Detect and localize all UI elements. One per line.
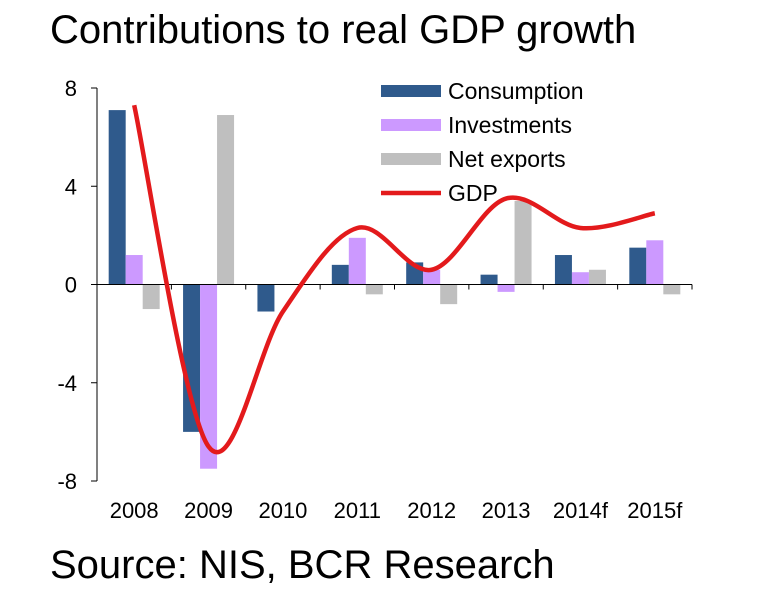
legend-label-net-exports: Net exports xyxy=(448,146,566,172)
ticks-layer: 8 4 0 -4 -8 2008 2009 2010 2011 2012 2013 2014f 2015… xyxy=(57,76,693,523)
y-tick-label: 8 xyxy=(65,76,77,101)
chart-source: Source: NIS, BCR Research xyxy=(50,543,555,587)
bar-investments-2014f xyxy=(571,272,589,285)
bar-consumption-2013 xyxy=(480,274,498,285)
legend-label-investments: Investments xyxy=(448,112,572,138)
bar-consumption-2011 xyxy=(331,264,349,285)
bar-investments-2011 xyxy=(348,237,366,285)
x-tick-label-2008: 2008 xyxy=(110,498,159,523)
y-tick-label: -8 xyxy=(57,469,77,494)
bar-net-exports-2011 xyxy=(365,284,383,295)
x-tick-label-2009: 2009 xyxy=(184,498,233,523)
legend-swatch-net-exports xyxy=(381,153,441,165)
bar-net-exports-2008 xyxy=(142,284,160,310)
bar-net-exports-2013 xyxy=(514,200,532,285)
bar-net-exports-2012 xyxy=(440,284,458,305)
legend: Consumption Investments Net exports GDP xyxy=(381,78,584,206)
bar-consumption-2009 xyxy=(183,284,201,432)
y-tick-label: 4 xyxy=(65,174,77,199)
bars-layer xyxy=(108,110,681,469)
bar-investments-2008 xyxy=(125,255,143,285)
bar-consumption-2015f xyxy=(629,247,647,285)
legend-swatch-consumption xyxy=(381,85,441,97)
bar-consumption-2010 xyxy=(257,284,275,312)
bar-net-exports-2014f xyxy=(588,269,606,285)
bar-investments-2013 xyxy=(497,284,515,292)
x-tick-label-2015f: 2015f xyxy=(627,498,683,523)
legend-swatch-investments xyxy=(381,119,441,131)
bar-investments-2009 xyxy=(200,284,218,469)
legend-label-gdp: GDP xyxy=(448,180,498,206)
legend-label-consumption: Consumption xyxy=(448,78,584,104)
chart-title: Contributions to real GDP growth xyxy=(50,8,637,52)
bar-investments-2015f xyxy=(646,240,664,285)
y-tick-label: -4 xyxy=(57,371,77,396)
bar-consumption-2008 xyxy=(108,110,126,285)
x-tick-label-2013: 2013 xyxy=(482,498,531,523)
x-tick-label-2012: 2012 xyxy=(407,498,456,523)
bar-net-exports-2015f xyxy=(663,284,681,295)
x-tick-label-2011: 2011 xyxy=(334,498,381,523)
y-tick-label: 0 xyxy=(65,273,77,298)
series-line-gdp xyxy=(131,104,656,455)
bar-investments-2012 xyxy=(423,269,441,285)
bar-consumption-2014f xyxy=(554,255,572,285)
x-tick-label-2010: 2010 xyxy=(258,498,307,523)
x-tick-label-2014f: 2014f xyxy=(553,498,609,523)
bar-net-exports-2009 xyxy=(217,115,235,285)
line-layer xyxy=(131,104,656,455)
